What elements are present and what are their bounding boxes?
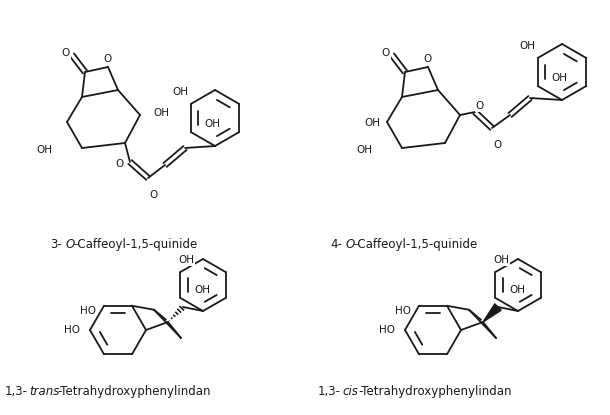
Text: OH: OH (179, 255, 195, 265)
Text: O: O (150, 190, 158, 200)
Text: O: O (476, 101, 484, 111)
Text: OH: OH (493, 255, 509, 265)
Text: OH: OH (364, 118, 380, 128)
Text: OH: OH (356, 145, 372, 155)
Text: OH: OH (552, 73, 568, 83)
Text: OH: OH (520, 41, 536, 51)
Text: OH: OH (509, 285, 525, 295)
Text: OH: OH (153, 108, 169, 118)
Text: 3-: 3- (50, 238, 62, 251)
Text: -Caffeoyl-1,5-quinide: -Caffeoyl-1,5-quinide (73, 238, 197, 251)
Text: O: O (346, 238, 355, 251)
Text: HO: HO (379, 325, 395, 335)
Text: O: O (382, 48, 390, 58)
Text: HO: HO (80, 306, 96, 316)
Text: -Tetrahydroxyphenylindan: -Tetrahydroxyphenylindan (358, 385, 512, 398)
Text: O: O (424, 54, 432, 64)
Text: OH: OH (173, 87, 188, 97)
Text: OH: OH (36, 145, 52, 155)
Text: 4-: 4- (330, 238, 342, 251)
Text: O: O (66, 238, 75, 251)
Text: -Caffeoyl-1,5-quinide: -Caffeoyl-1,5-quinide (353, 238, 477, 251)
Text: OH: OH (205, 119, 221, 129)
Text: 1,3-: 1,3- (5, 385, 28, 398)
Text: -Tetrahydroxyphenylindan: -Tetrahydroxyphenylindan (57, 385, 210, 398)
Text: O: O (104, 54, 112, 64)
Text: 1,3-: 1,3- (318, 385, 341, 398)
Text: cis: cis (342, 385, 358, 398)
Text: HO: HO (395, 306, 411, 316)
Text: OH: OH (195, 285, 210, 295)
Text: O: O (494, 140, 502, 150)
Text: O: O (116, 159, 124, 169)
Text: O: O (62, 48, 70, 58)
Text: trans: trans (29, 385, 59, 398)
Text: HO: HO (64, 325, 80, 335)
Polygon shape (483, 304, 501, 322)
